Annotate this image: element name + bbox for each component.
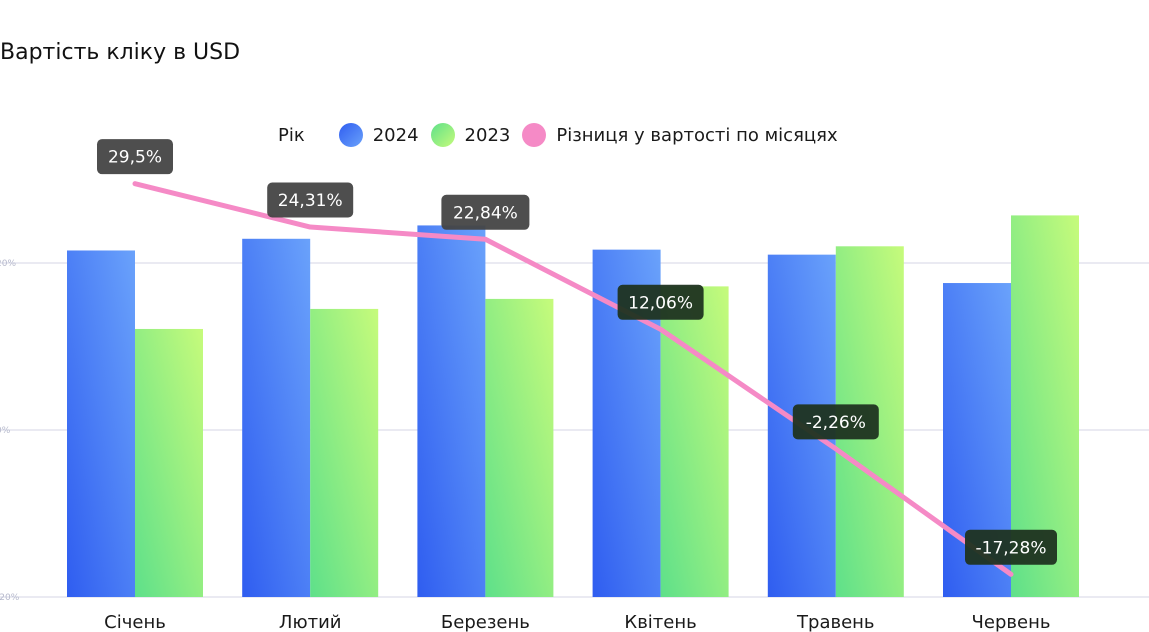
x-tick-label: Січень [104,612,166,632]
legend-label-difference: Різниця у вартості по місяцях [556,124,838,146]
data-label-box [97,139,173,175]
bar-2024[interactable] [242,238,311,597]
bar-2023[interactable] [485,298,554,597]
bar-2024[interactable] [417,225,486,598]
legend-item-difference[interactable]: Різниця у вартості по місяцях [522,123,838,147]
legend: Рік 2024 2023 Різниця у вартості по міся… [278,120,850,150]
chart-title: Вартість кліку в USD [0,40,241,65]
legend-label-2023: 2023 [464,124,511,146]
legend-swatch-2023 [430,123,455,147]
x-tick-label: Лютий [279,612,342,632]
x-tick-label: Травень [796,612,875,632]
x-tick-label: Червень [972,612,1051,632]
legend-item-2023[interactable]: 2023 [430,123,511,147]
data-label-box [792,404,879,440]
legend-item-2024[interactable]: 2024 [338,123,419,147]
legend-title: Рік [278,124,305,146]
data-label-box [441,194,530,230]
data-label-box [965,529,1057,565]
bar-2024[interactable] [67,250,135,597]
data-label: 12,06% [628,293,693,313]
x-tick-label: Березень [441,612,530,632]
bar-2023[interactable] [135,328,203,597]
data-label: 29,5% [108,148,162,168]
y-tick-label: 0% [0,426,11,436]
y-tick-label: -20% [0,593,20,603]
legend-swatch-2024 [338,123,363,147]
bar-2023[interactable] [660,286,729,597]
data-label: -17,28% [976,538,1047,558]
bar-2023[interactable] [310,308,379,597]
data-label: 22,84% [453,203,518,223]
data-label-box [267,182,354,218]
legend-label-2024: 2024 [372,124,419,146]
difference-line[interactable] [132,181,1014,577]
x-tick-label: Квітень [624,612,696,632]
data-label: 24,31% [278,191,343,211]
data-label: -2,26% [806,413,866,433]
data-label-box [617,284,704,320]
y-tick-label: 20% [0,259,16,269]
legend-swatch-difference [522,123,547,147]
